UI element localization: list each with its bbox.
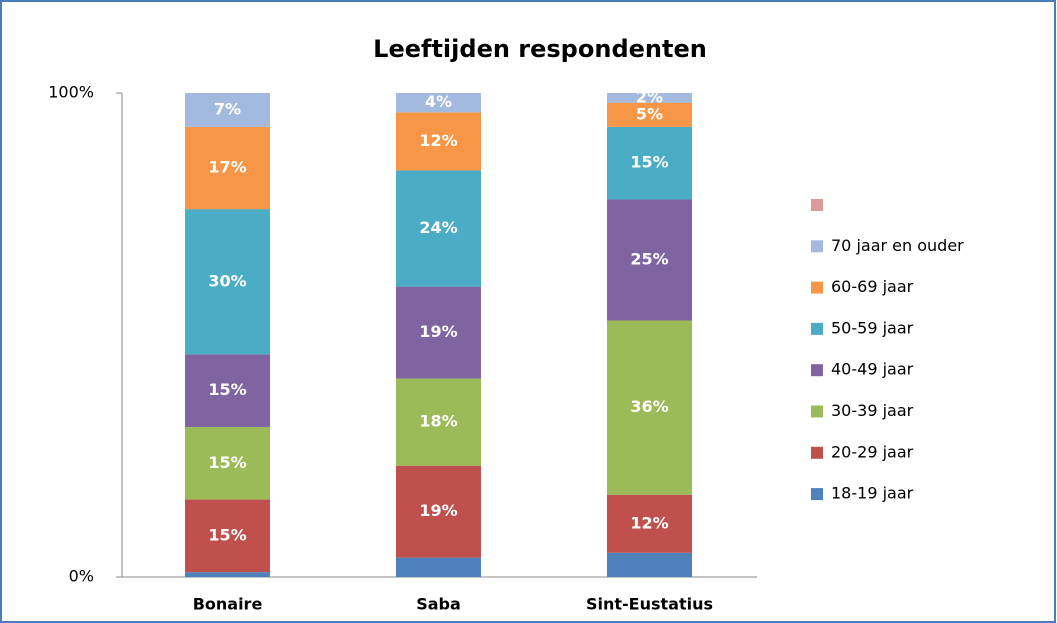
bar-segment [185, 426, 270, 500]
legend-swatch [811, 199, 823, 211]
bar-segment [396, 170, 481, 287]
bar-segment [185, 209, 270, 355]
bar-segment [607, 93, 692, 103]
legend-label: 70 jaar en ouder [831, 236, 964, 255]
data-label: 4% [425, 92, 452, 111]
legend-swatch [811, 281, 823, 294]
chart-title: Leeftijden respondenten [373, 35, 707, 63]
bar-segment [396, 93, 481, 113]
legend-label: 40-49 jaar [831, 360, 914, 379]
bar-segment [607, 494, 692, 553]
data-label: 15% [208, 380, 246, 399]
bar-segment [396, 112, 481, 171]
data-label: 18% [419, 412, 457, 431]
bar-segment [607, 102, 692, 127]
legend-swatch [811, 405, 823, 418]
legend-label: 50-59 jaar [831, 318, 914, 337]
legend-label: 18-19 jaar [831, 484, 914, 503]
bar-segment [396, 286, 481, 379]
data-label: 19% [419, 501, 457, 520]
data-label: 25% [630, 249, 668, 268]
x-tick-label: Sint-Eustatius [586, 595, 713, 614]
bar-segment [607, 126, 692, 200]
legend-swatch [811, 488, 823, 501]
legend-label: 30-39 jaar [831, 401, 914, 420]
legend-label: 20-29 jaar [831, 442, 914, 461]
bar-segment [185, 354, 270, 427]
data-label: 2% [636, 87, 663, 106]
legend-swatch [811, 322, 823, 335]
data-label: 12% [419, 131, 457, 150]
bar-segment [396, 465, 481, 558]
legend-swatch [811, 446, 823, 459]
bar-segment [607, 320, 692, 495]
data-label: 24% [419, 218, 457, 237]
data-label: 30% [208, 271, 246, 290]
legend-label: 60-69 jaar [831, 277, 914, 296]
legend-swatch [811, 240, 823, 253]
data-label: 15% [630, 153, 668, 172]
bar-segment [396, 557, 481, 577]
data-label: 15% [208, 525, 246, 544]
bar-segment [607, 199, 692, 321]
bar-segment [185, 93, 270, 127]
bar-segment [185, 126, 270, 210]
data-label: 12% [630, 513, 668, 532]
data-label: 5% [636, 104, 663, 123]
data-label: 15% [208, 453, 246, 472]
data-label: 19% [419, 322, 457, 341]
bar-segment [185, 499, 270, 573]
data-label: 17% [208, 158, 246, 177]
y-tick-label: 0% [69, 567, 94, 586]
bar-segment [607, 552, 692, 577]
bar-segment [396, 378, 481, 466]
data-label: 7% [214, 99, 241, 118]
y-tick-label: 100% [48, 83, 94, 102]
bar-segment [185, 572, 270, 577]
data-label: 36% [630, 397, 668, 416]
x-tick-label: Bonaire [193, 595, 263, 614]
x-tick-label: Saba [416, 595, 461, 614]
legend-swatch [811, 364, 823, 377]
